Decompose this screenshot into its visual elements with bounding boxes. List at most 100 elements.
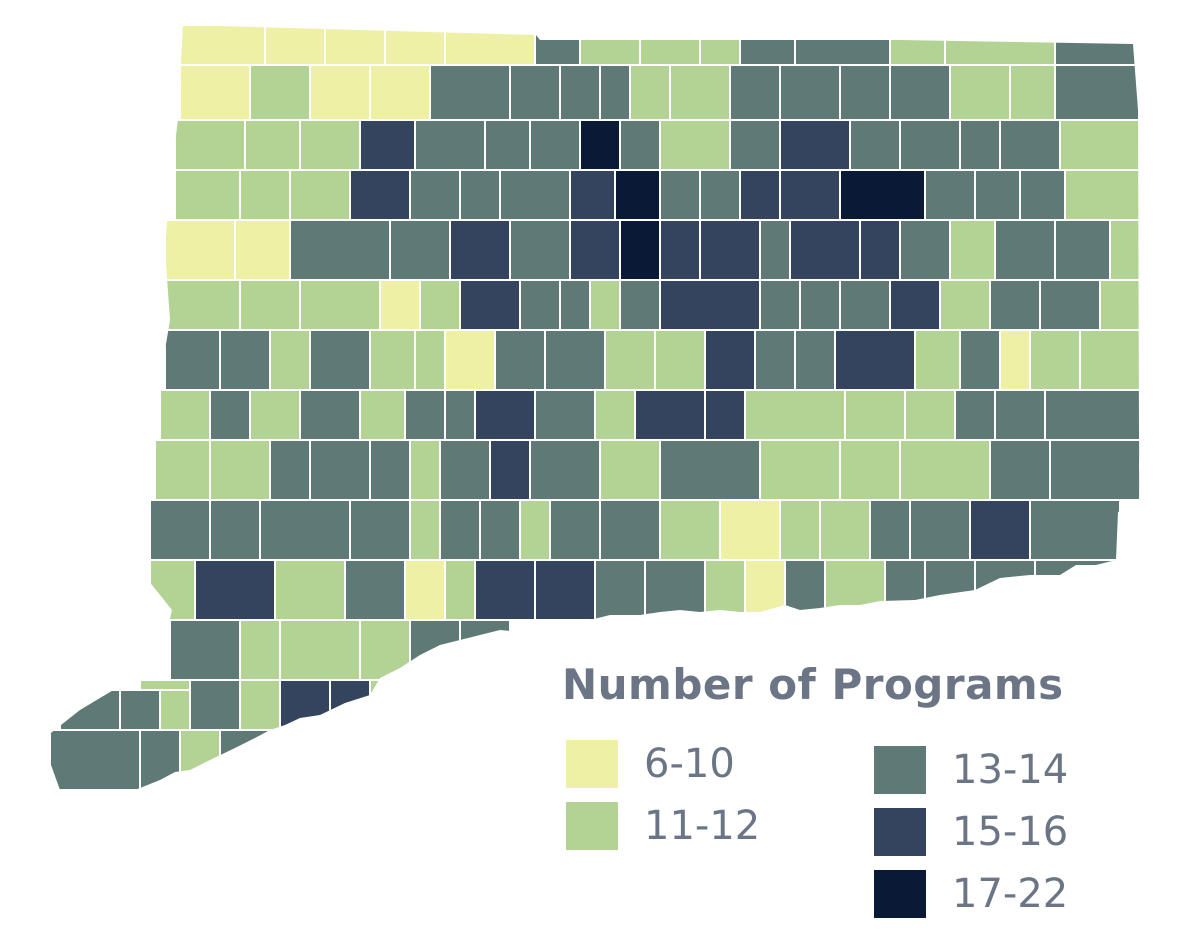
town-region	[579, 25, 641, 66]
town-region	[414, 329, 446, 391]
town-region	[174, 169, 241, 221]
town-region	[309, 439, 371, 501]
town-region	[519, 279, 561, 331]
town-region	[619, 279, 661, 331]
town-region	[309, 329, 371, 391]
town-region	[519, 499, 551, 561]
legend-label: 11-12	[644, 803, 761, 849]
town-region	[324, 25, 386, 66]
town-region	[239, 169, 291, 221]
town-region	[944, 25, 1056, 66]
town-region	[969, 499, 1031, 561]
town-region	[784, 559, 826, 621]
town-region	[839, 439, 901, 501]
town-region	[884, 559, 926, 621]
town-region	[174, 119, 246, 171]
legend-label: 6-10	[644, 741, 735, 787]
town-region	[924, 169, 976, 221]
town-region	[799, 279, 841, 331]
town-region	[369, 679, 401, 731]
town-region	[599, 64, 631, 121]
town-region	[494, 329, 546, 391]
town-region	[974, 169, 1021, 221]
town-region	[489, 439, 531, 501]
town-region	[1049, 439, 1140, 501]
town-region	[569, 219, 621, 281]
town-region	[1039, 279, 1101, 331]
town-region	[1054, 25, 1140, 66]
town-region	[954, 389, 996, 441]
town-region	[789, 219, 861, 281]
town-region	[164, 219, 236, 281]
town-region	[274, 559, 346, 621]
town-region	[414, 119, 486, 171]
town-region	[299, 389, 361, 441]
legend-swatch	[874, 808, 926, 856]
legend-swatch	[874, 746, 926, 794]
town-region	[244, 119, 301, 171]
town-region	[439, 439, 491, 501]
town-region	[659, 119, 731, 171]
town-region	[639, 25, 701, 66]
town-region	[159, 389, 211, 441]
town-region	[1099, 279, 1140, 331]
town-region	[269, 329, 311, 391]
town-region	[219, 329, 271, 391]
town-region	[794, 25, 891, 66]
town-region	[289, 169, 351, 221]
town-region	[889, 25, 946, 66]
town-region	[169, 619, 241, 681]
town-region	[844, 389, 906, 441]
town-region	[599, 499, 661, 561]
town-region	[474, 559, 536, 621]
town-region	[839, 279, 891, 331]
town-region	[794, 329, 836, 391]
town-region	[289, 219, 391, 281]
town-region	[579, 119, 621, 171]
town-region	[704, 389, 746, 441]
town-region	[149, 559, 196, 621]
town-region	[704, 329, 756, 391]
town-region	[659, 439, 761, 501]
town-region	[1109, 219, 1140, 281]
town-region	[914, 329, 961, 391]
town-region	[949, 219, 996, 281]
town-region	[619, 119, 661, 171]
town-region	[459, 169, 501, 221]
town-region	[509, 219, 571, 281]
town-region	[1054, 64, 1140, 121]
town-region	[279, 619, 361, 681]
town-region	[744, 389, 846, 441]
town-region	[219, 729, 271, 791]
town-region	[249, 64, 311, 121]
town-region	[239, 279, 301, 331]
town-region	[404, 389, 446, 441]
town-region	[589, 279, 621, 331]
town-region	[659, 219, 701, 281]
town-region	[949, 64, 1011, 121]
town-region	[839, 64, 891, 121]
town-region	[189, 679, 241, 731]
town-region	[869, 499, 911, 561]
town-region	[779, 169, 841, 221]
town-region	[549, 499, 601, 561]
town-region	[739, 25, 796, 66]
town-region	[544, 329, 606, 391]
town-region	[444, 25, 536, 66]
town-region	[669, 64, 731, 121]
town-region	[989, 279, 1041, 331]
town-region	[409, 619, 461, 681]
town-region	[419, 279, 461, 331]
town-region	[834, 329, 916, 391]
town-region	[369, 439, 411, 501]
town-region	[859, 219, 901, 281]
town-region	[839, 169, 926, 221]
town-region	[959, 329, 1001, 391]
town-region	[209, 389, 251, 441]
town-region	[634, 389, 706, 441]
town-region	[389, 219, 451, 281]
town-region	[509, 64, 561, 121]
town-region	[299, 279, 381, 331]
town-region	[409, 169, 461, 221]
